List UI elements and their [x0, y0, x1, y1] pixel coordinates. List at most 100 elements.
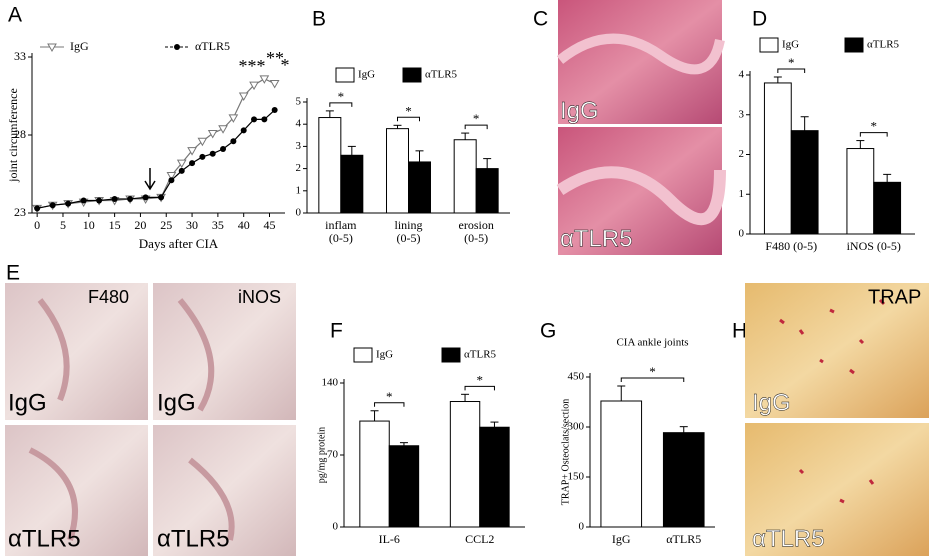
histology-image [558, 127, 722, 255]
y-tick-label: 4 [296, 118, 302, 130]
significance-mark: * [405, 103, 412, 118]
data-point [269, 80, 280, 89]
panel-label: D [752, 8, 767, 31]
data-point [261, 116, 268, 123]
x-tick-label: 5 [60, 218, 66, 232]
bar [662, 432, 705, 528]
image-label: IgG [157, 389, 196, 416]
significance-mark: * [477, 372, 484, 387]
data-point [259, 75, 270, 84]
significance-bracket [464, 124, 488, 130]
image-label: TRAP [868, 286, 921, 308]
data-point [65, 200, 72, 207]
x-tick-label: 40 [238, 218, 250, 232]
histology-image [5, 425, 148, 556]
image-label: F480 [88, 287, 129, 307]
tissue-detail [556, 33, 725, 75]
data-point [228, 114, 239, 123]
legend-label: αTLR5 [425, 69, 458, 81]
y-tick-label: 0 [579, 521, 585, 533]
panel-label: H [732, 320, 747, 343]
data-point [220, 146, 227, 153]
tissue-detail [28, 298, 235, 541]
x-tick-label: 15 [109, 218, 121, 232]
histology-image [153, 425, 296, 556]
histology-image [153, 283, 296, 420]
data-point [251, 116, 258, 123]
data-point [249, 81, 259, 91]
data-line [37, 78, 275, 209]
y-axis-label: TRAP+ Osteoclats/section [560, 399, 571, 505]
x-tick-label: (0-5) [464, 231, 488, 245]
data-point [238, 92, 249, 102]
data-point [176, 159, 187, 169]
image-label: αTLR5 [8, 525, 81, 552]
y-tick-label: 4 [739, 69, 745, 81]
legend-swatch [402, 67, 422, 83]
x-tick-label: 35 [212, 218, 224, 232]
significance-mark: * [473, 111, 480, 126]
significance-mark: * [281, 55, 290, 75]
image-label: IgG [752, 389, 791, 416]
histology-image [558, 0, 722, 124]
data-point [158, 194, 165, 201]
data-point [96, 197, 103, 204]
x-tick-label: (0-5) [397, 231, 421, 245]
data-point [168, 177, 175, 184]
histology-image [745, 283, 929, 418]
data-point [47, 43, 57, 53]
bar [449, 401, 481, 528]
x-tick-label: CCL2 [465, 532, 494, 546]
x-tick-label: 10 [83, 218, 95, 232]
data-point [166, 172, 177, 181]
y-tick-label: 150 [568, 471, 585, 483]
y-tick-label: 450 [568, 371, 585, 383]
significance-bracket [464, 385, 495, 391]
panel-label: C [533, 8, 548, 31]
data-point [199, 153, 206, 160]
legend-swatch [844, 37, 864, 53]
data-point [142, 194, 149, 201]
y-tick-label: 2 [739, 148, 745, 160]
significance-mark: *** [239, 56, 266, 76]
bar [408, 161, 431, 214]
treatment-arrow [144, 168, 156, 191]
y-tick-label: 5 [296, 96, 302, 108]
x-tick-label: 30 [186, 218, 198, 232]
panel-label: G [540, 320, 556, 343]
significance-mark: * [871, 119, 878, 134]
data-point [189, 160, 196, 167]
panel-label: A [8, 4, 22, 27]
y-tick-label: 23 [14, 205, 26, 219]
significance-mark: * [386, 389, 393, 404]
y-tick-label: 28 [14, 127, 26, 141]
x-tick-label: 25 [160, 218, 172, 232]
significance-mark: * [788, 55, 795, 70]
y-tick-label: 2 [296, 162, 302, 174]
significance-bracket [397, 116, 420, 122]
bar [873, 181, 902, 235]
data-point [197, 137, 208, 147]
data-point [178, 167, 185, 174]
bar [790, 130, 819, 235]
significance-bracket [620, 377, 685, 382]
bar [846, 148, 875, 235]
legend-label: IgG [782, 39, 799, 51]
data-point [271, 107, 278, 114]
data-point [174, 44, 180, 50]
bar [475, 168, 499, 214]
x-tick-label: 45 [264, 218, 276, 232]
significance-bracket [777, 68, 806, 73]
legend-label: αTLR5 [195, 39, 230, 53]
panel-label: E [6, 262, 20, 285]
y-tick-label: 300 [568, 421, 585, 433]
data-point [49, 202, 56, 209]
bar [453, 139, 477, 214]
significance-bracket [374, 402, 405, 407]
y-tick-label: 0 [333, 521, 339, 533]
bar [388, 445, 420, 528]
x-tick-label: IL-6 [379, 532, 400, 546]
legend-swatch [441, 347, 461, 363]
panel-label: F [330, 320, 343, 343]
data-point [111, 195, 118, 202]
